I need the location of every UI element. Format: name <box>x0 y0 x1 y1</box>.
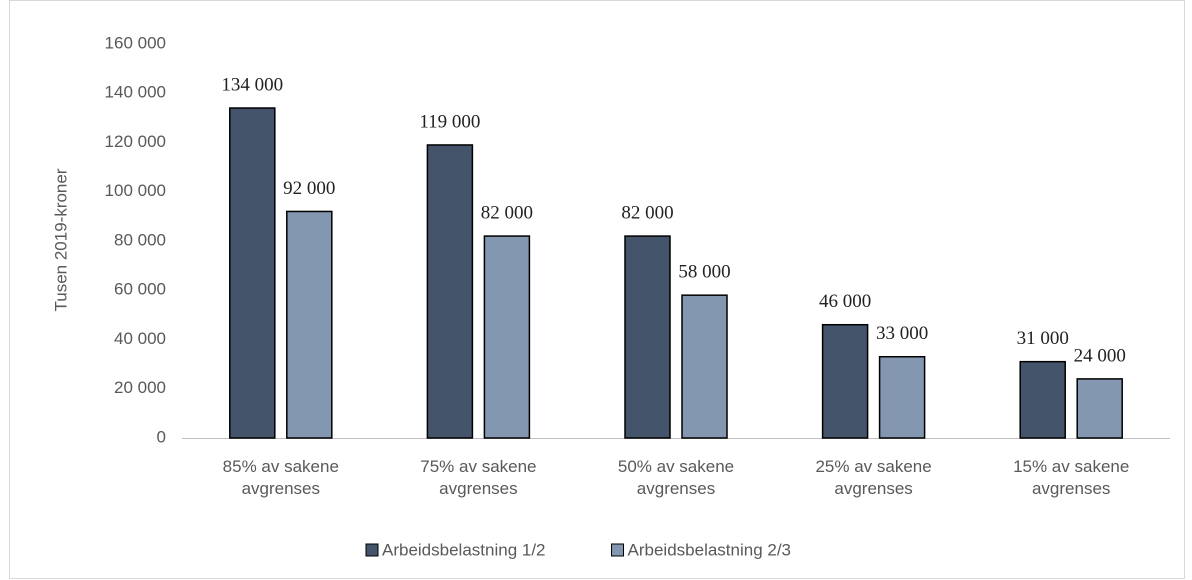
y-tick-label: 20 000 <box>114 378 166 397</box>
legend-swatch <box>611 543 625 557</box>
data-label: 46 000 <box>819 291 871 312</box>
data-label: 82 000 <box>621 202 673 223</box>
y-tick-label: 120 000 <box>105 132 166 151</box>
y-tick-label: 40 000 <box>114 329 166 348</box>
bar <box>229 107 276 439</box>
x-tick-label: 85% av sakene avgrenses <box>222 457 339 498</box>
bar <box>821 323 869 439</box>
y-tick-label: 80 000 <box>114 230 166 249</box>
legend-swatch <box>365 543 379 557</box>
chart-border <box>9 0 1185 579</box>
bar <box>426 144 474 439</box>
y-axis-label: Tusen 2019-kroner <box>51 168 70 311</box>
data-label: 134 000 <box>221 74 283 95</box>
bar <box>1019 360 1066 439</box>
y-tick-label: 0 <box>157 427 166 446</box>
bar <box>483 235 531 439</box>
x-tick-label: 50% av sakene avgrenses <box>617 457 735 498</box>
bar <box>624 235 671 439</box>
bar <box>681 294 728 439</box>
bar <box>1076 378 1123 439</box>
data-label: 82 000 <box>481 202 533 223</box>
data-label: 58 000 <box>678 262 730 283</box>
y-tick-label: 60 000 <box>114 280 166 299</box>
legend-label: Arbeidsbelastning 2/3 <box>628 540 792 559</box>
bar <box>286 210 333 439</box>
data-label: 31 000 <box>1017 328 1069 349</box>
x-tick-label: 15% av sakene avgrenses <box>1013 457 1130 498</box>
x-tick-label: 75% av sakene avgrenses <box>420 457 537 498</box>
data-label: 33 000 <box>876 323 928 344</box>
data-label: 119 000 <box>419 111 480 132</box>
bar <box>878 355 926 439</box>
data-label: 24 000 <box>1074 345 1126 366</box>
y-tick-label: 140 000 <box>105 83 166 102</box>
y-tick-label: 100 000 <box>105 181 166 200</box>
data-label: 92 000 <box>283 178 335 199</box>
y-tick-label: 160 000 <box>105 33 166 52</box>
legend-label: Arbeidsbelastning 1/2 <box>382 540 546 559</box>
x-tick-label: 25% av sakene avgrenses <box>815 457 932 498</box>
